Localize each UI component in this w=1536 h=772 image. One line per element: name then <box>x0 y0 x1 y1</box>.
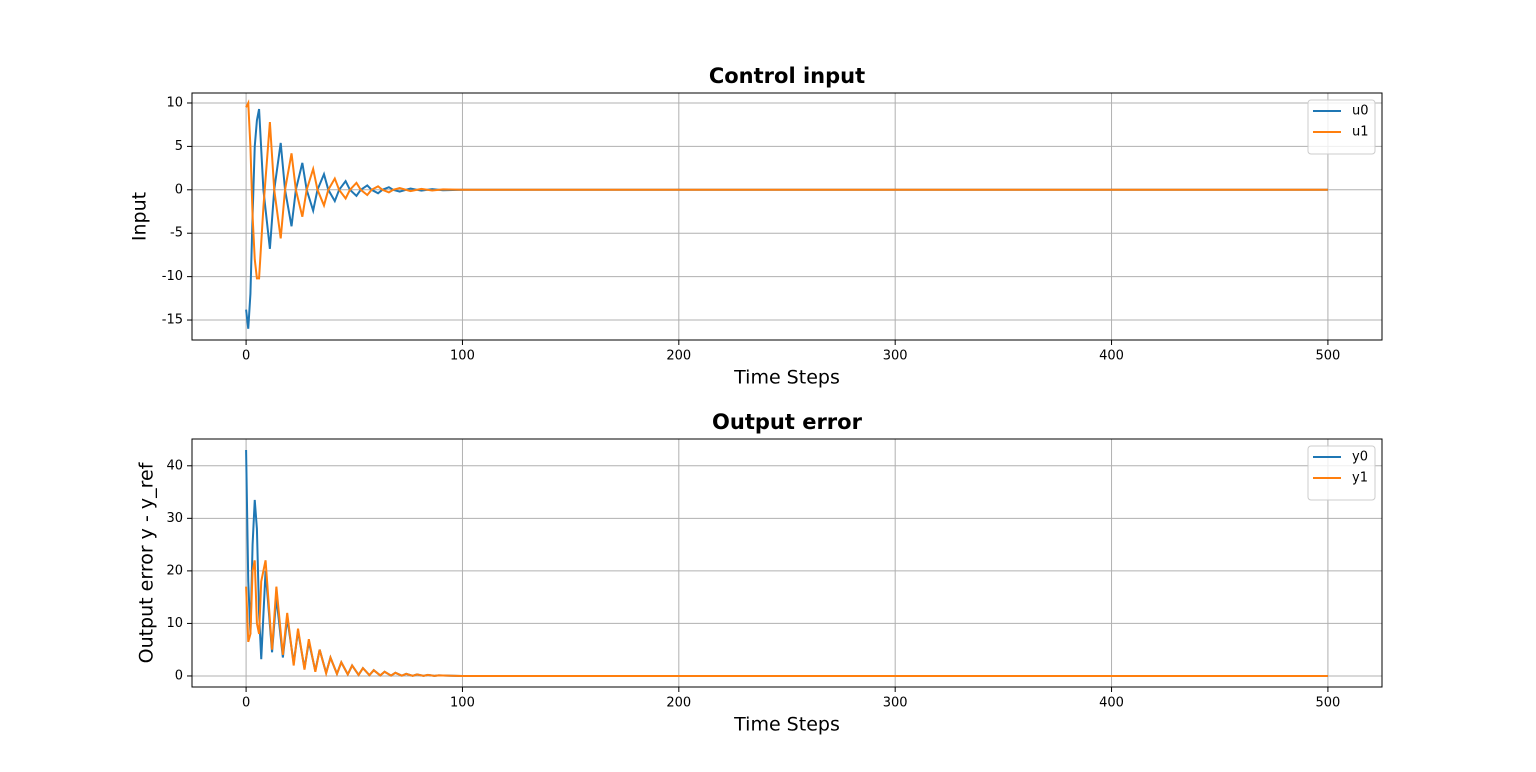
subplot: Output error Time Steps Output error y - y… <box>136 410 1383 736</box>
axes-frame <box>191 92 1383 341</box>
y-tick-label: 20 <box>166 563 183 578</box>
data-line <box>245 99 1328 280</box>
data-line <box>245 450 1328 677</box>
x-axis-label: Time Steps <box>733 714 840 736</box>
y-tick-label: 30 <box>166 511 183 526</box>
x-tick-label: 500 <box>1315 696 1340 711</box>
legend-label: u0 <box>1352 104 1369 119</box>
x-tick-label: 400 <box>1099 349 1124 364</box>
data-line <box>245 560 1328 678</box>
y-axis-label: Output error y - y_ref <box>136 461 158 663</box>
y-tick-label: -10 <box>162 269 183 284</box>
legend-label: y0 <box>1352 450 1368 465</box>
x-tick-label: 100 <box>450 349 475 364</box>
x-tick-label: 0 <box>242 696 250 711</box>
x-tick-label: 200 <box>666 696 691 711</box>
legend-label: y1 <box>1352 471 1368 486</box>
y-tick-label: 5 <box>175 139 183 154</box>
chart-title: Output error <box>712 410 863 434</box>
y-tick-label: 0 <box>175 182 183 197</box>
data-line <box>245 108 1328 329</box>
legend-box <box>1307 99 1376 155</box>
x-tick-label: 500 <box>1315 349 1340 364</box>
x-tick-label: 100 <box>450 696 475 711</box>
y-tick-label: -15 <box>162 313 183 328</box>
x-tick-label: 300 <box>883 349 908 364</box>
y-tick-label: 10 <box>166 95 183 110</box>
x-tick-label: 400 <box>1099 696 1124 711</box>
y-tick-label: 40 <box>166 458 183 473</box>
x-tick-label: 200 <box>666 349 691 364</box>
y-tick-label: 0 <box>175 668 183 683</box>
y-tick-label: 10 <box>166 616 183 631</box>
axes-frame <box>191 438 1383 688</box>
legend-label: u1 <box>1352 125 1369 140</box>
x-tick-label: 0 <box>242 349 250 364</box>
chart-title: Control input <box>709 64 865 88</box>
legend-box <box>1307 445 1376 501</box>
y-axis-label: Input <box>129 192 151 241</box>
x-axis-label: Time Steps <box>733 367 840 389</box>
x-tick-label: 300 <box>883 696 908 711</box>
y-tick-label: -5 <box>170 226 183 241</box>
